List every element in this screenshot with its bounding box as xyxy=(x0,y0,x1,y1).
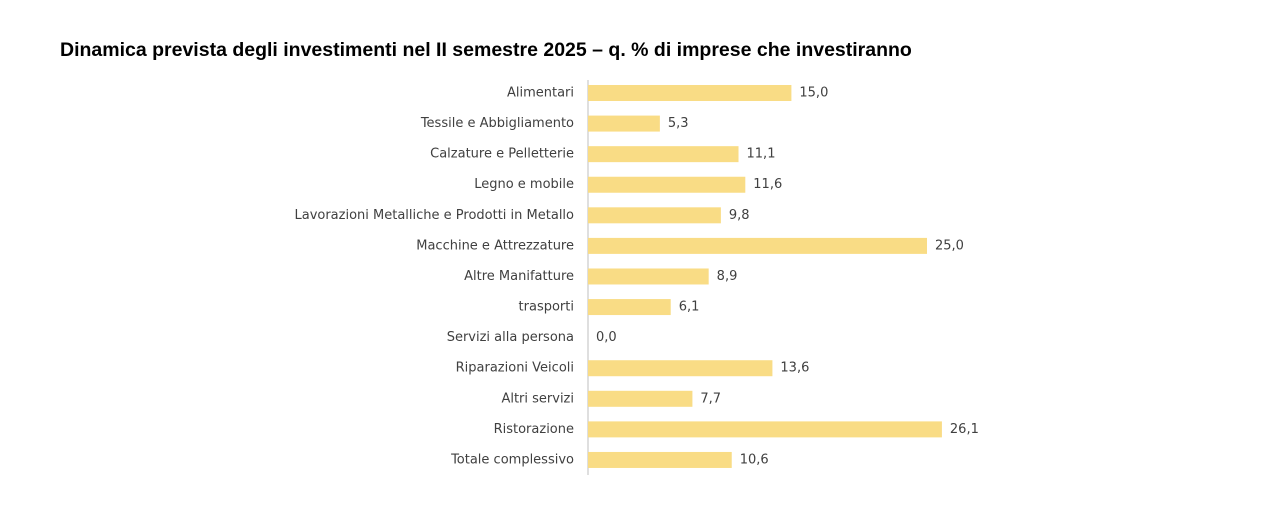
category-label: Alimentari xyxy=(507,86,574,101)
data-label: 26,1 xyxy=(950,422,979,437)
data-label: 5,3 xyxy=(668,116,689,131)
bar xyxy=(588,176,746,193)
bar xyxy=(588,146,739,163)
bar xyxy=(588,115,660,132)
bar xyxy=(588,237,927,254)
category-label: Riparazioni Veicoli xyxy=(456,361,574,376)
data-label: 13,6 xyxy=(780,361,809,376)
bar xyxy=(588,85,792,101)
category-label: Macchine e Attrezzature xyxy=(416,238,574,253)
category-label: Tessile e Abbigliamento xyxy=(420,116,574,131)
category-label: Legno e mobile xyxy=(474,177,574,192)
data-label: 8,9 xyxy=(717,269,738,284)
data-label: 10,6 xyxy=(740,452,769,467)
data-label: 9,8 xyxy=(729,208,750,223)
category-label: Servizi alla persona xyxy=(447,330,574,345)
bar xyxy=(588,207,721,224)
bar xyxy=(588,421,942,438)
bar xyxy=(588,268,709,285)
bar xyxy=(588,451,732,468)
data-label: 11,1 xyxy=(747,147,776,162)
data-label: 15,0 xyxy=(799,86,828,101)
category-label: Calzature e Pelletterie xyxy=(430,147,574,162)
data-label: 0,0 xyxy=(596,330,617,345)
data-label: 6,1 xyxy=(679,300,700,315)
data-label: 25,0 xyxy=(935,238,964,253)
data-label: 11,6 xyxy=(753,177,782,192)
category-label: Altri servizi xyxy=(501,391,574,406)
data-label: 7,7 xyxy=(700,391,721,406)
bar xyxy=(588,360,773,377)
bar xyxy=(588,299,671,316)
chart-title: Dinamica prevista degli investimenti nel… xyxy=(60,39,912,61)
bar xyxy=(588,390,693,407)
category-label: trasporti xyxy=(519,300,574,315)
category-label: Totale complessivo xyxy=(450,452,574,467)
category-label: Lavorazioni Metalliche e Prodotti in Met… xyxy=(294,208,574,223)
category-label: Altre Manifatture xyxy=(464,269,574,284)
category-label: Ristorazione xyxy=(494,422,574,437)
